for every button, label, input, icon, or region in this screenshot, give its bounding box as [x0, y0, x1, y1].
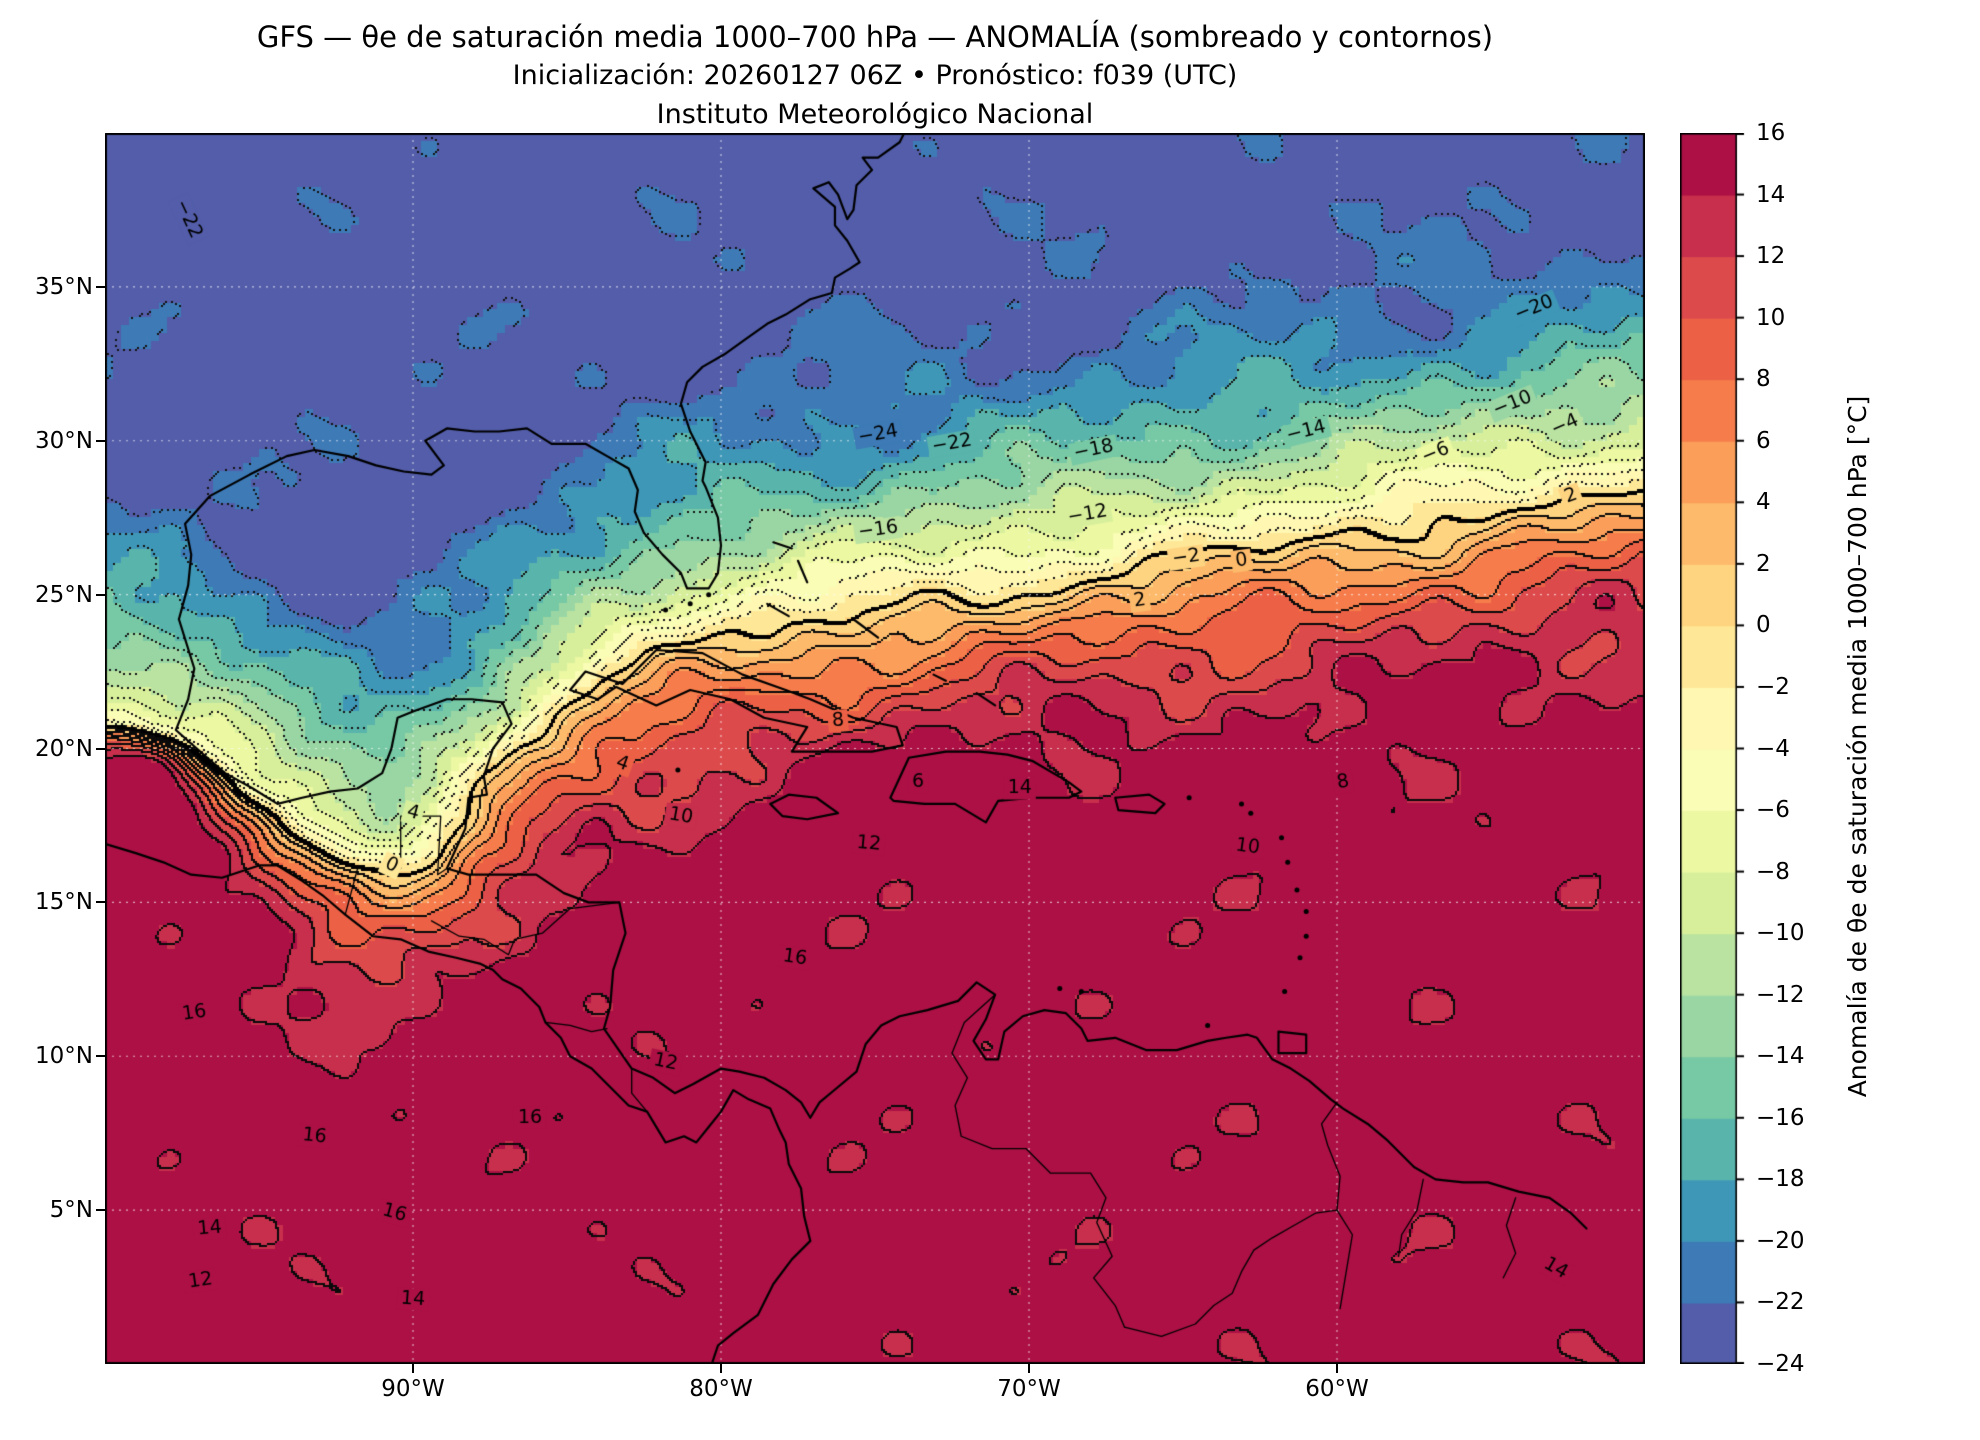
x-tick-label: 90°W: [381, 1376, 445, 1402]
y-tick-label: 15°N: [35, 889, 93, 916]
y-tick-mark: [96, 901, 105, 904]
colorbar: [1680, 133, 1750, 1364]
x-tick-mark: [412, 1364, 414, 1373]
colorbar-tick-label: −16: [1756, 1104, 1805, 1131]
colorbar-tick-label: 6: [1756, 427, 1771, 454]
x-tick-mark: [1336, 1364, 1338, 1373]
y-tick-mark: [96, 439, 105, 442]
y-tick-mark: [96, 1055, 105, 1058]
colorbar-tick-label: 8: [1756, 366, 1771, 393]
colorbar-tick-label: 12: [1756, 243, 1786, 270]
plot-subtitle-init-forecast: Inicialización: 20260127 06Z • Pronóstic…: [512, 60, 1238, 91]
colorbar-tick-label: 16: [1756, 120, 1786, 146]
x-tick-label: 60°W: [1305, 1376, 1369, 1402]
y-tick-label: 35°N: [35, 273, 93, 300]
colorbar-tick-label: 4: [1756, 489, 1771, 516]
y-tick-mark: [96, 1209, 105, 1212]
colorbar-tick-label: −14: [1756, 1043, 1805, 1070]
y-tick-mark: [96, 593, 105, 596]
colorbar-tick-label: −2: [1756, 673, 1790, 700]
colorbar-tick-label: 10: [1756, 304, 1786, 331]
colorbar-axis-label: Anomalía de θe de saturación media 1000–…: [1843, 395, 1872, 1098]
y-tick-label: 30°N: [35, 427, 93, 454]
colorbar-tick-label: −22: [1756, 1289, 1805, 1316]
plot-title: GFS — θe de saturación media 1000–700 hP…: [256, 20, 1494, 54]
colorbar-tick-label: −20: [1756, 1227, 1805, 1254]
colorbar-tick-label: −4: [1756, 735, 1790, 762]
plot-subtitle-institution: Instituto Meteorológico Nacional: [656, 99, 1094, 130]
x-tick-label: 70°W: [997, 1376, 1061, 1402]
colorbar-tick-label: −6: [1756, 797, 1790, 824]
x-tick-mark: [720, 1364, 722, 1373]
colorbar-tick-label: −8: [1756, 858, 1790, 885]
y-tick-label: 20°N: [35, 735, 93, 762]
colorbar-tick-label: −18: [1756, 1166, 1805, 1193]
y-tick-mark: [96, 747, 105, 750]
colorbar-tick-label: 2: [1756, 550, 1771, 577]
colorbar-tick-label: −24: [1756, 1351, 1805, 1377]
y-tick-label: 10°N: [35, 1043, 93, 1070]
x-tick-mark: [1028, 1364, 1030, 1373]
x-tick-label: 80°W: [689, 1376, 753, 1402]
y-tick-label: 5°N: [49, 1197, 93, 1224]
colorbar-tick-label: 0: [1756, 612, 1771, 639]
y-tick-mark: [96, 285, 105, 288]
colorbar-tick-label: 14: [1756, 181, 1786, 208]
colorbar-tick-label: −12: [1756, 981, 1805, 1008]
colorbar-tick-label: −10: [1756, 920, 1805, 947]
y-tick-label: 25°N: [35, 581, 93, 608]
anomaly-map-canvas: [105, 133, 1645, 1364]
